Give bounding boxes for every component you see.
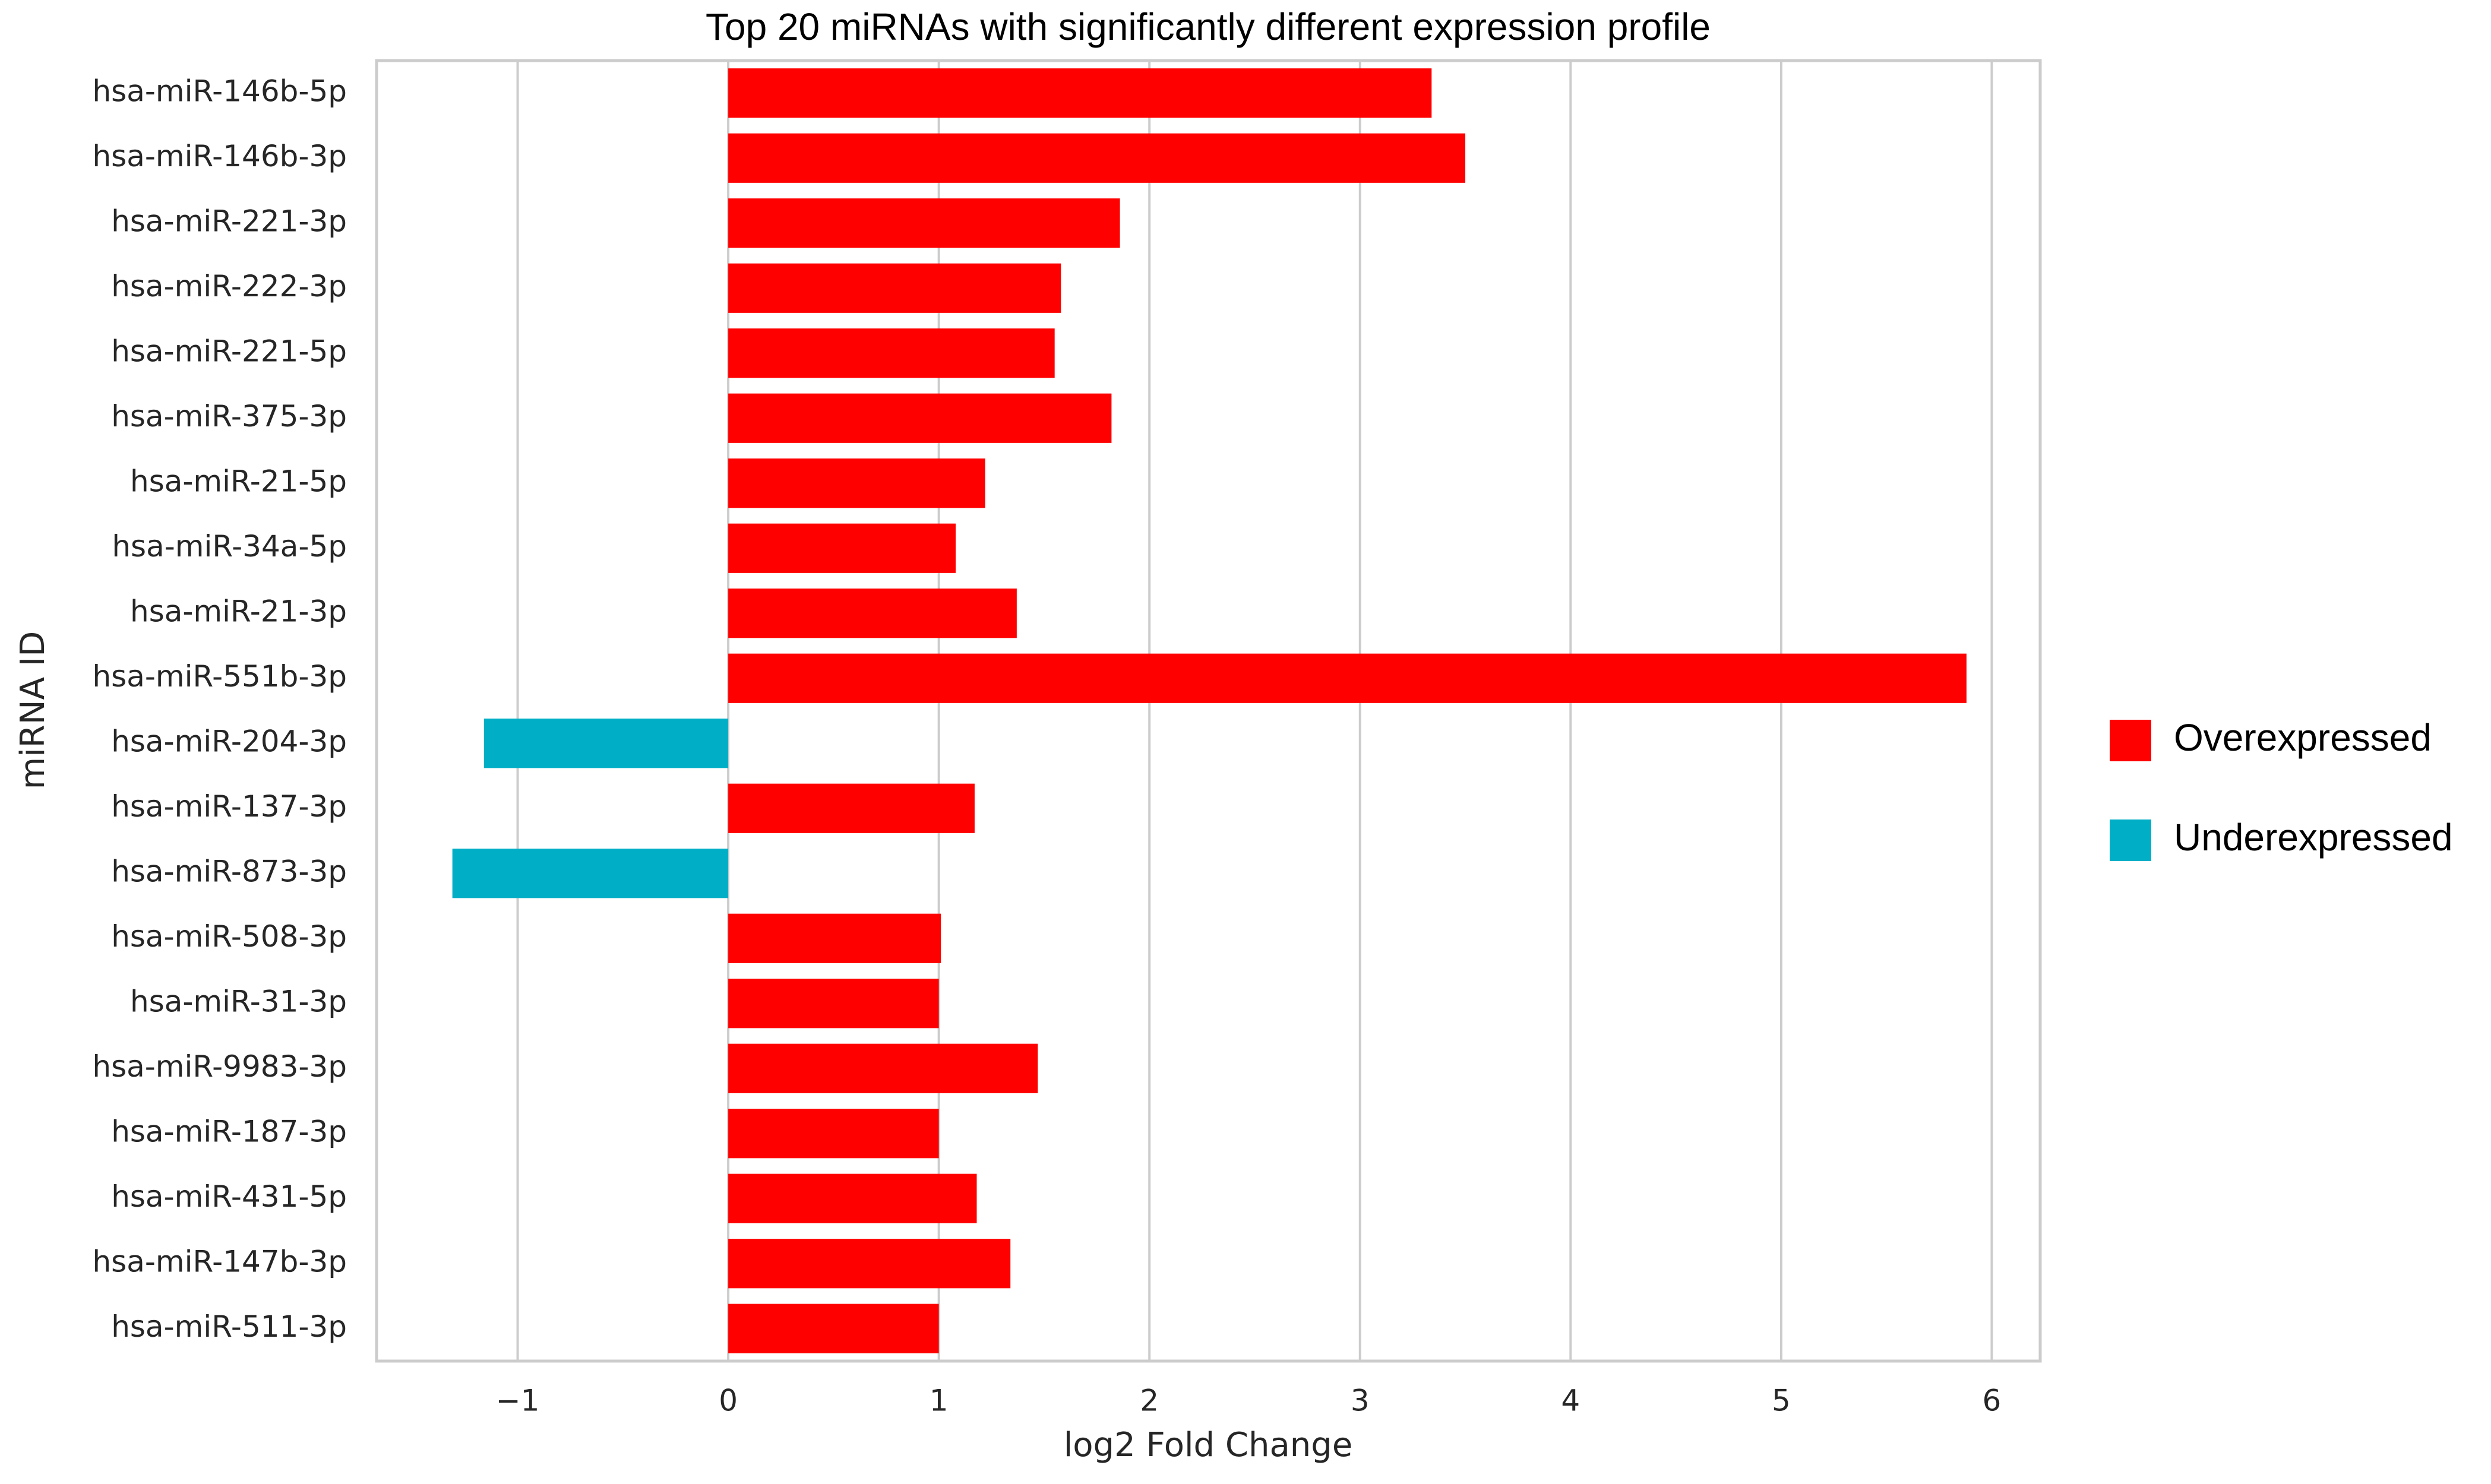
bar xyxy=(728,523,956,573)
bar xyxy=(728,979,939,1029)
bar xyxy=(483,719,729,768)
y-tick-label: hsa-miR-137-3p xyxy=(111,789,347,824)
x-tick-label: 1 xyxy=(930,1384,949,1418)
y-tick-label: hsa-miR-146b-3p xyxy=(92,139,347,173)
y-tick-label: hsa-miR-551b-3p xyxy=(92,659,347,694)
y-tick-label: hsa-miR-431-5p xyxy=(111,1179,347,1214)
y-tick-label: hsa-miR-204-3p xyxy=(111,724,347,758)
bar xyxy=(728,1109,939,1159)
bar xyxy=(728,1173,977,1223)
bar xyxy=(728,198,1120,248)
y-tick-label: hsa-miR-511-3p xyxy=(111,1309,347,1344)
x-tick-label: −1 xyxy=(496,1384,540,1418)
y-axis-label: miRNA ID xyxy=(14,631,52,790)
y-tick-label: hsa-miR-31-3p xyxy=(130,984,347,1018)
y-tick-label: hsa-miR-221-3p xyxy=(111,204,347,238)
bar xyxy=(728,1043,1038,1093)
plot-frame xyxy=(375,59,2042,1363)
y-tick-label: hsa-miR-508-3p xyxy=(111,919,347,954)
x-tick-label: 5 xyxy=(1772,1384,1791,1418)
y-tick-label: hsa-miR-375-3p xyxy=(111,399,347,434)
x-tick-label: 4 xyxy=(1561,1384,1580,1418)
x-tick-label: 6 xyxy=(1983,1384,2002,1418)
bar xyxy=(728,458,985,508)
x-axis-label: log2 Fold Change xyxy=(1064,1426,1353,1464)
bar xyxy=(728,653,1967,703)
y-tick-label: hsa-miR-873-3p xyxy=(111,854,347,888)
x-tick-label: 2 xyxy=(1140,1384,1159,1418)
chart-title: Top 20 miRNAs with significantly differe… xyxy=(706,5,1711,48)
bar xyxy=(728,263,1061,313)
bar xyxy=(728,68,1432,118)
y-tick-label: hsa-miR-147b-3p xyxy=(92,1244,347,1279)
bar xyxy=(728,783,975,833)
y-tick-label: hsa-miR-21-5p xyxy=(130,464,347,498)
bar xyxy=(728,588,1017,638)
bar xyxy=(728,1239,1011,1289)
y-tick-label: hsa-miR-146b-5p xyxy=(92,74,347,108)
y-tick-label: hsa-miR-21-3p xyxy=(130,594,347,628)
bar xyxy=(452,849,729,898)
bar xyxy=(728,133,1466,183)
y-tick-label: hsa-miR-187-3p xyxy=(111,1114,347,1148)
bar xyxy=(728,328,1055,378)
legend-swatch xyxy=(2110,720,2151,761)
bar xyxy=(728,1303,939,1353)
y-tick-label: hsa-miR-9983-3p xyxy=(92,1049,347,1084)
bar xyxy=(728,393,1112,443)
legend-text: Overexpressed xyxy=(2174,716,2432,759)
y-tick-label: hsa-miR-222-3p xyxy=(111,269,347,303)
legend-text: Underexpressed xyxy=(2174,816,2453,859)
x-tick-label: 0 xyxy=(719,1384,738,1418)
legend-swatch xyxy=(2110,819,2151,861)
x-tick-label: 3 xyxy=(1351,1384,1370,1418)
bar xyxy=(728,913,941,963)
y-tick-label: hsa-miR-34a-5p xyxy=(112,529,347,564)
y-tick-label: hsa-miR-221-5p xyxy=(111,334,347,368)
